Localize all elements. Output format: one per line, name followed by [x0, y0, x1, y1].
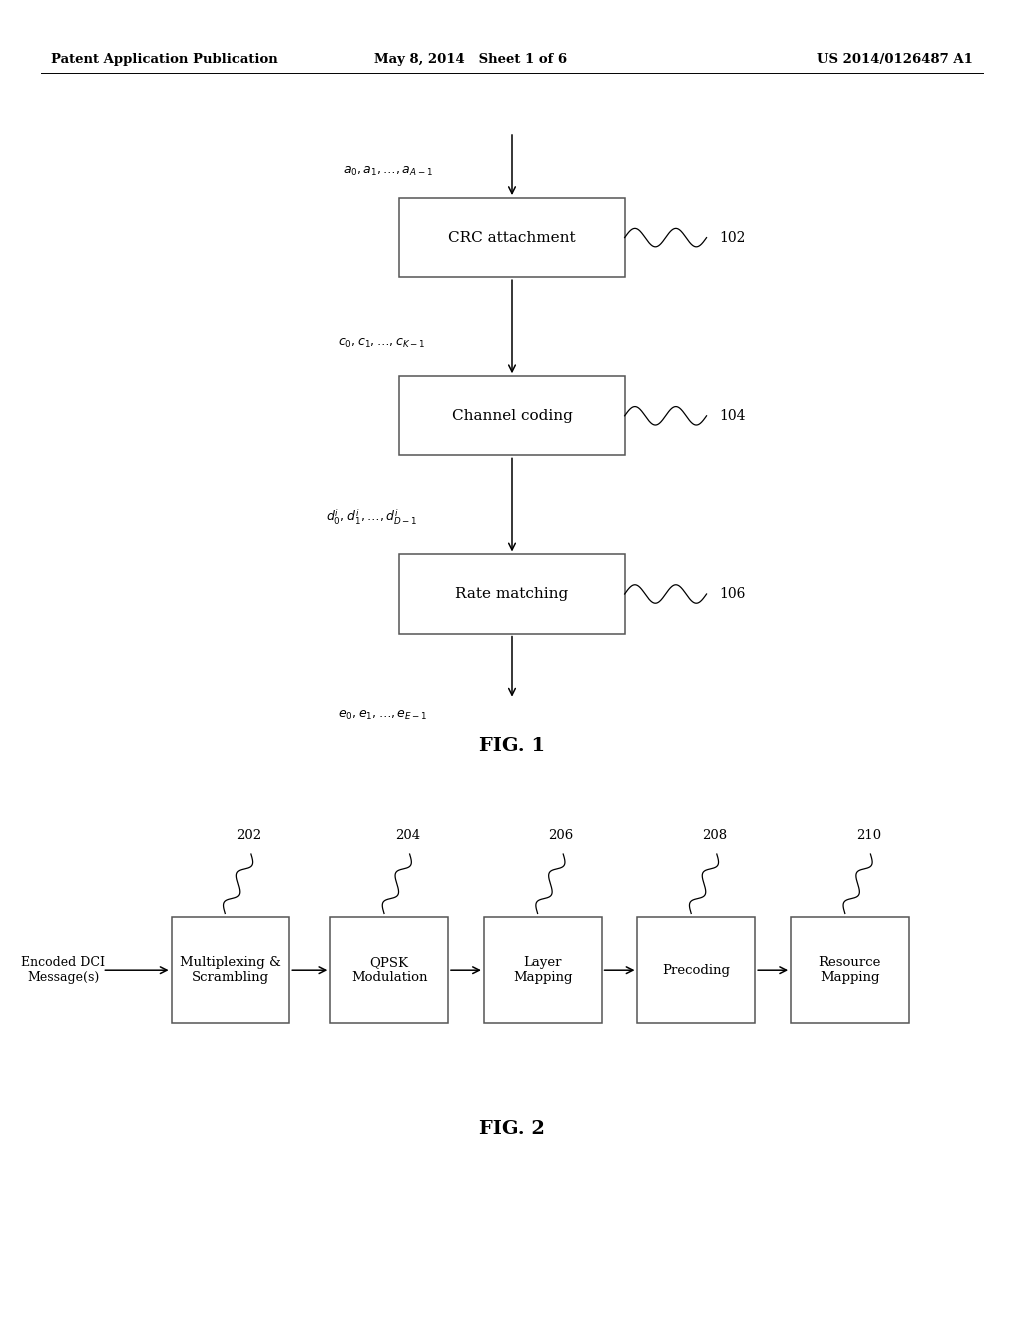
Text: Patent Application Publication: Patent Application Publication	[51, 53, 278, 66]
Text: $a_0, a_1, \ldots, a_{A-1}$: $a_0, a_1, \ldots, a_{A-1}$	[343, 165, 433, 178]
Text: Layer
Mapping: Layer Mapping	[513, 956, 572, 985]
Text: Channel coding: Channel coding	[452, 409, 572, 422]
Text: May 8, 2014   Sheet 1 of 6: May 8, 2014 Sheet 1 of 6	[375, 53, 567, 66]
Text: US 2014/0126487 A1: US 2014/0126487 A1	[817, 53, 973, 66]
Text: 106: 106	[719, 587, 745, 601]
Text: Resource
Mapping: Resource Mapping	[819, 956, 881, 985]
Bar	[399, 198, 625, 277]
Text: 204: 204	[395, 829, 420, 842]
Bar	[484, 917, 602, 1023]
Text: 210: 210	[856, 829, 881, 842]
Text: 208: 208	[702, 829, 727, 842]
Bar	[399, 554, 625, 634]
Bar	[399, 376, 625, 455]
Bar	[330, 917, 449, 1023]
Text: 206: 206	[549, 829, 573, 842]
Text: $e_0, e_1, \ldots, e_{E-1}$: $e_0, e_1, \ldots, e_{E-1}$	[338, 709, 428, 722]
Text: $d^i_0, d^i_1, \ldots, d^i_{D-1}$: $d^i_0, d^i_1, \ldots, d^i_{D-1}$	[326, 508, 417, 527]
Text: QPSK
Modulation: QPSK Modulation	[351, 956, 427, 985]
Text: Precoding: Precoding	[663, 964, 730, 977]
Text: 104: 104	[719, 409, 745, 422]
Text: FIG. 1: FIG. 1	[479, 737, 545, 755]
Text: Rate matching: Rate matching	[456, 587, 568, 601]
Text: Multiplexing &
Scrambling: Multiplexing & Scrambling	[180, 956, 281, 985]
Text: Encoded DCI
Message(s): Encoded DCI Message(s)	[22, 956, 105, 985]
Text: 202: 202	[237, 829, 261, 842]
Bar	[791, 917, 909, 1023]
Text: 102: 102	[719, 231, 745, 244]
Bar	[172, 917, 290, 1023]
Text: $c_0, c_1, \ldots, c_{K-1}$: $c_0, c_1, \ldots, c_{K-1}$	[338, 337, 425, 350]
Text: CRC attachment: CRC attachment	[449, 231, 575, 244]
Bar	[637, 917, 756, 1023]
Text: FIG. 2: FIG. 2	[479, 1119, 545, 1138]
